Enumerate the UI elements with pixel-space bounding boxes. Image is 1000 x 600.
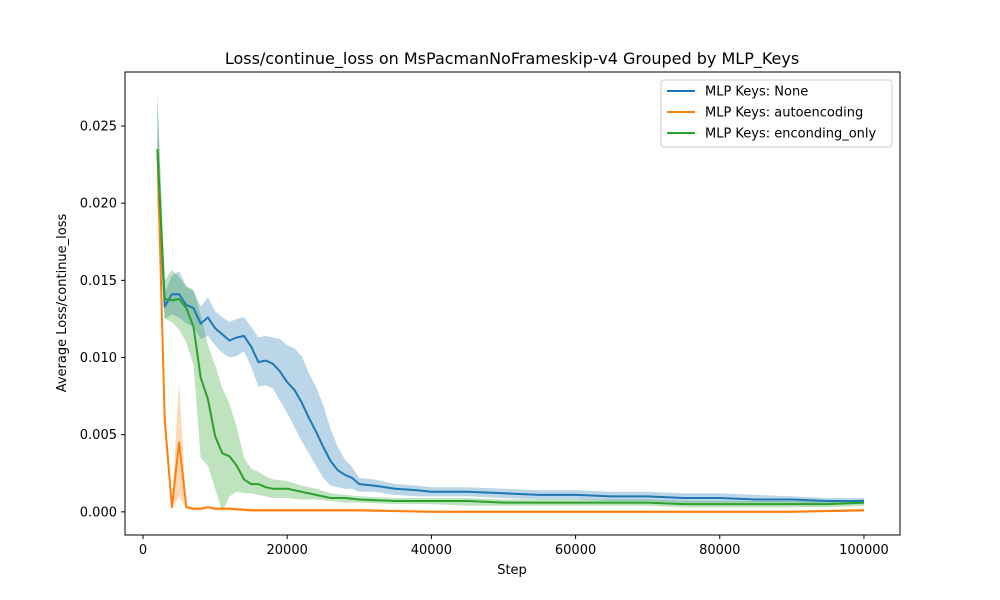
x-tick-label: 0 <box>139 543 147 558</box>
y-tick-label: 0.005 <box>80 428 117 443</box>
x-tick-label: 20000 <box>267 543 308 558</box>
legend: MLP Keys: None MLP Keys: autoencoding MLP … <box>660 79 893 148</box>
legend-label-0: MLP Keys: None <box>705 85 808 100</box>
chart-title: Loss/continue_loss on MsPacmanNoFrameski… <box>225 49 799 69</box>
x-tick-label: 80000 <box>699 543 740 558</box>
y-tick-label: 0.020 <box>80 197 117 212</box>
x-axis-label: Step <box>497 563 527 578</box>
x-tick-label: 60000 <box>555 543 596 558</box>
y-tick-label: 0.025 <box>80 120 117 135</box>
confidence-band-1 <box>157 133 864 512</box>
confidence-band-2 <box>157 92 864 512</box>
y-tick-label: 0.000 <box>80 505 117 520</box>
confidence-band-0 <box>157 95 864 505</box>
confidence-bands <box>157 92 864 512</box>
x-tick-label: 40000 <box>411 543 452 558</box>
legend-label-2: MLP Keys: enconding_only <box>705 127 877 142</box>
series-line-1 <box>156 149 865 513</box>
y-tick-label: 0.010 <box>80 351 117 366</box>
legend-box <box>660 79 893 148</box>
series-lines <box>156 149 865 513</box>
y-tick-label: 0.015 <box>80 274 117 289</box>
plot-frame <box>124 71 901 536</box>
y-axis-ticks: 0.000 0.005 0.010 0.015 0.020 0.025 <box>80 120 125 520</box>
series-line-0 <box>156 149 864 502</box>
y-axis-label: Average Loss/continue_loss <box>55 213 70 392</box>
x-tick-label: 100000 <box>839 543 889 558</box>
series-line-2 <box>156 149 865 506</box>
legend-label-1: MLP Keys: autoencoding <box>705 106 863 121</box>
x-axis-ticks: 0 20000 40000 60000 80000 100000 <box>139 535 889 558</box>
